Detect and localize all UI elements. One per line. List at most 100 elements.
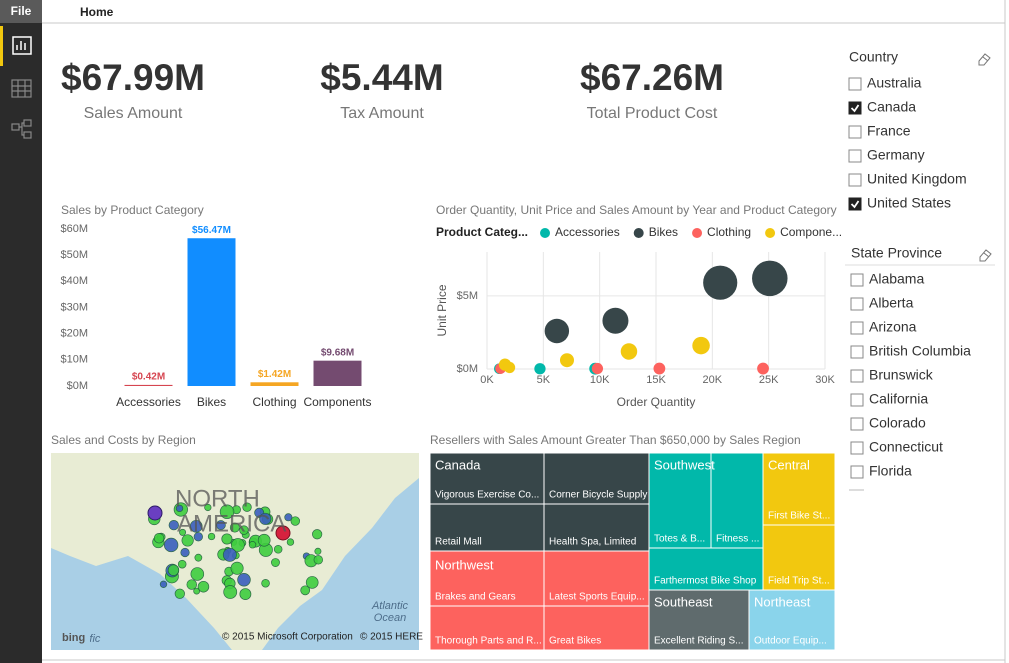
- map-dot: [248, 540, 257, 549]
- checkbox[interactable]: [850, 273, 864, 287]
- map-dot: [153, 532, 165, 544]
- report-icon[interactable]: [12, 36, 32, 55]
- treemap-item-label: Excellent Riding S...: [654, 636, 744, 647]
- slicer-item-label[interactable]: Florida: [869, 463, 912, 479]
- bubble[interactable]: [757, 362, 769, 375]
- treemap-cell[interactable]: [648, 547, 764, 591]
- bubble[interactable]: [620, 343, 638, 360]
- treemap-cell[interactable]: [429, 452, 545, 505]
- map-dot: [177, 559, 187, 569]
- slicer-item-label[interactable]: Canada: [867, 99, 916, 115]
- map-dot: [223, 585, 238, 599]
- treemap-item-label: Farthermost Bike Shop: [654, 576, 757, 587]
- home-tab[interactable]: Home: [80, 5, 114, 19]
- checkbox[interactable]: [850, 465, 864, 479]
- clear-icon[interactable]: [978, 53, 991, 66]
- treemap-cell[interactable]: [429, 503, 545, 552]
- treemap-item-label: Health Spa, Limited: [549, 537, 636, 548]
- map-dot: [181, 534, 194, 547]
- y-tick-label: $20M: [60, 328, 88, 340]
- model-icon[interactable]: [11, 119, 32, 139]
- treemap-group-label: Northeast: [754, 594, 811, 609]
- map-dot: [189, 519, 203, 533]
- treemap-cell[interactable]: [648, 589, 750, 651]
- treemap-item-label: Brakes and Gears: [435, 592, 516, 603]
- slicer-item-label[interactable]: Connecticut: [869, 439, 943, 455]
- x-tick-label: Accessories: [116, 395, 181, 409]
- file-tab[interactable]: [0, 0, 42, 23]
- map-dot: [237, 573, 251, 587]
- bubble[interactable]: [692, 336, 710, 355]
- map-dot: [221, 533, 233, 545]
- slicer-item-label[interactable]: Arizona: [869, 319, 917, 335]
- slicer-item-label[interactable]: Germany: [867, 147, 925, 163]
- treemap-item-label: Vigorous Exercise Co...: [435, 490, 539, 501]
- slicer-item-label[interactable]: Brunswick: [869, 367, 934, 383]
- legend-label: Compone...: [780, 225, 842, 239]
- slicer-item-label[interactable]: California: [869, 391, 928, 407]
- x-tick-label: 25K: [759, 374, 779, 386]
- treemap-cell[interactable]: [762, 524, 836, 591]
- treemap-group-label: Southwest: [654, 457, 715, 472]
- map-dot: [186, 579, 197, 590]
- map-dot: [222, 547, 237, 562]
- checkbox[interactable]: [848, 101, 862, 115]
- treemap-item-label: Great Bikes: [549, 636, 601, 647]
- map-dot: [167, 564, 180, 576]
- y-tick-label: $0M: [67, 380, 88, 392]
- treemap-cell[interactable]: [648, 452, 712, 549]
- bubble[interactable]: [503, 361, 516, 374]
- map-logo-bg: [58, 630, 90, 644]
- bar[interactable]: [187, 238, 236, 386]
- map-dot: [271, 558, 280, 567]
- bar[interactable]: [124, 384, 173, 386]
- checkbox[interactable]: [850, 297, 864, 311]
- treemap-cell[interactable]: [748, 589, 836, 651]
- map-dot: [207, 532, 216, 541]
- bubble[interactable]: [534, 363, 546, 375]
- bubble[interactable]: [752, 260, 788, 297]
- bubble[interactable]: [559, 353, 574, 368]
- checkbox[interactable]: [848, 197, 862, 211]
- treemap-cell[interactable]: [710, 452, 764, 549]
- checkbox[interactable]: [848, 125, 862, 139]
- checkbox[interactable]: [848, 77, 862, 91]
- checkbox[interactable]: [850, 441, 864, 455]
- treemap-cell[interactable]: [543, 452, 650, 505]
- checkbox[interactable]: [848, 173, 862, 187]
- x-tick-label: Bikes: [197, 395, 226, 409]
- treemap-cell[interactable]: [429, 605, 545, 651]
- bar[interactable]: [313, 360, 362, 386]
- slicer-item-label[interactable]: France: [867, 123, 911, 139]
- checkbox[interactable]: [850, 369, 864, 383]
- legend-label: Clothing: [707, 225, 751, 239]
- y-tick-label: $50M: [60, 249, 88, 261]
- treemap-cell[interactable]: [762, 452, 836, 526]
- slicer-item-label[interactable]: British Columbia: [869, 343, 971, 359]
- bubble[interactable]: [591, 362, 604, 375]
- slicer-item-label[interactable]: Alberta: [869, 295, 914, 311]
- slicer-item-label[interactable]: Alabama: [869, 271, 924, 287]
- checkbox[interactable]: [848, 149, 862, 163]
- checkbox[interactable]: [850, 393, 864, 407]
- checkbox[interactable]: [850, 417, 864, 431]
- data-icon[interactable]: [11, 79, 32, 98]
- map-copyright: © 2015 HERE: [360, 632, 423, 643]
- map-dot: [239, 588, 252, 600]
- map-title: Sales and Costs by Region: [51, 433, 196, 447]
- bubble[interactable]: [703, 265, 738, 300]
- file-label[interactable]: File: [11, 4, 32, 18]
- slicer-item-label[interactable]: Australia: [867, 75, 922, 91]
- checkbox[interactable]: [850, 345, 864, 359]
- clear-icon[interactable]: [979, 249, 992, 262]
- bubble[interactable]: [544, 318, 570, 344]
- bubble[interactable]: [653, 362, 666, 375]
- slicer-item-label[interactable]: Colorado: [869, 415, 926, 431]
- treemap-item-label: Retail Mall: [435, 537, 482, 548]
- checkbox[interactable]: [850, 321, 864, 335]
- bubble[interactable]: [602, 307, 629, 334]
- treemap-item-label: Totes & B...: [654, 534, 705, 545]
- slicer-item-label[interactable]: United Kingdom: [867, 171, 967, 187]
- bar[interactable]: [250, 382, 299, 386]
- slicer-item-label[interactable]: United States: [867, 195, 951, 211]
